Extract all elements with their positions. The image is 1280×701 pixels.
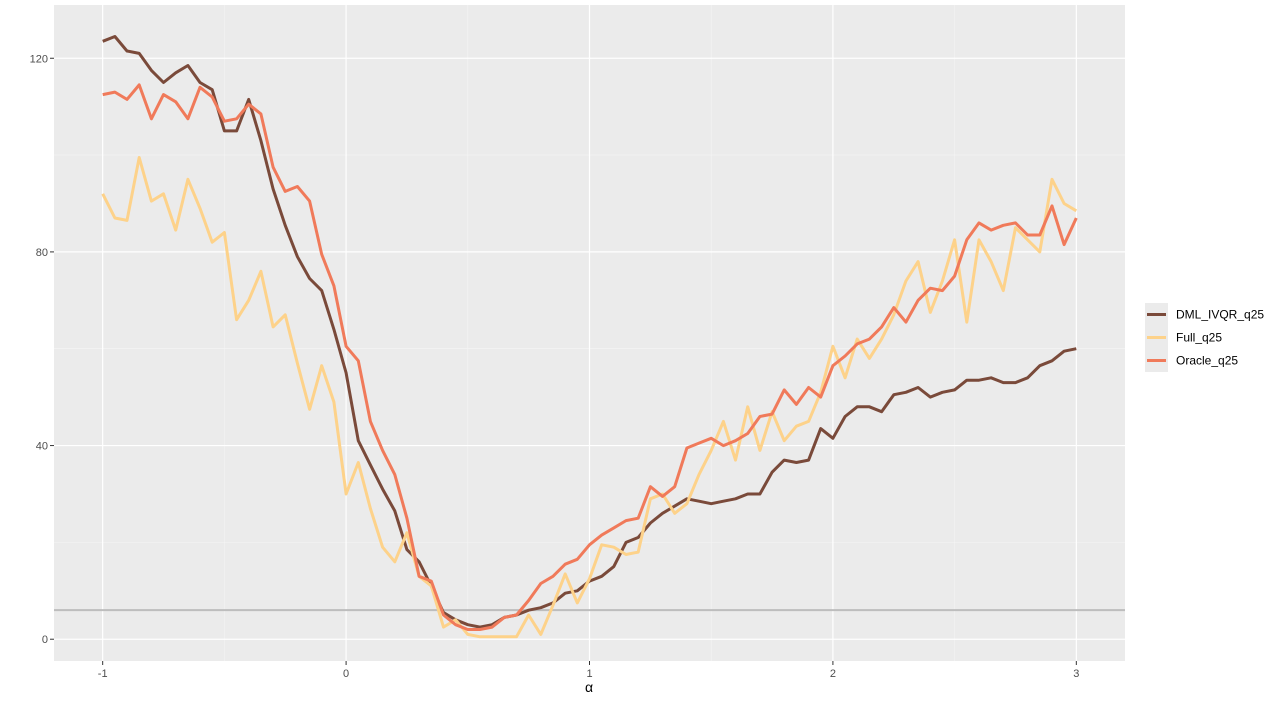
x-axis-title: α — [585, 679, 593, 695]
y-tick-label: 40 — [36, 441, 48, 453]
y-axis: 0 40 80 120 — [30, 53, 54, 646]
grid-major — [54, 5, 1125, 661]
y-tick-label: 0 — [42, 634, 48, 646]
x-tick-label: 3 — [1073, 668, 1079, 680]
y-tick-label: 80 — [36, 247, 48, 259]
legend: DML_IVQR_q25 Full_q25 Oracle_q25 — [1145, 303, 1264, 372]
series-line-oracle_q25 — [102, 83, 1078, 631]
x-axis: -1 0 1 2 3 — [98, 661, 1079, 680]
x-tick-label: -1 — [98, 668, 108, 680]
legend-label: DML_IVQR_q25 — [1176, 308, 1264, 322]
series-line-full_q25 — [101, 156, 1078, 639]
x-tick-label: 1 — [586, 668, 592, 680]
legend-label: Oracle_q25 — [1176, 354, 1238, 368]
series-lines — [101, 35, 1078, 639]
legend-label: Full_q25 — [1176, 331, 1222, 345]
x-tick-label: 2 — [830, 668, 836, 680]
y-tick-label: 120 — [30, 53, 48, 65]
x-tick-label: 0 — [343, 668, 349, 680]
